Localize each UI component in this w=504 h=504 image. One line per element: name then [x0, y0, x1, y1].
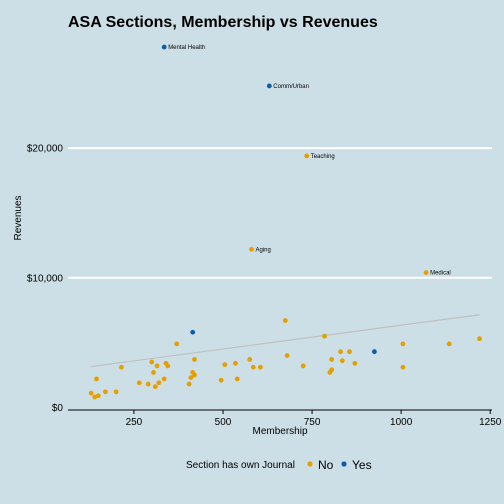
y-tick-label: $0: [52, 403, 64, 414]
legend-marker-yes: [341, 461, 347, 467]
x-tick-label: 750: [304, 417, 321, 428]
data-point-no: [192, 357, 197, 362]
y-tick-label: $20,000: [27, 144, 64, 155]
data-point-no: [94, 376, 99, 382]
data-point-no: [250, 364, 256, 370]
data-point-no: [477, 336, 482, 342]
data-point-no: [152, 384, 158, 390]
data-point-no: [284, 353, 290, 358]
data-point-no: [338, 349, 343, 355]
data-point-no: [151, 370, 156, 375]
data-point-no: [218, 377, 224, 383]
data-point-no: [119, 364, 124, 370]
x-tick-label: 1250: [479, 417, 502, 428]
x-tick-label: 250: [126, 417, 143, 428]
data-point-no: [161, 376, 167, 382]
data-point-no: [400, 364, 406, 370]
axes: $0 $10,000 $20,000 250 500 750 1000 1250: [27, 144, 502, 428]
data-point-no: [188, 375, 194, 380]
data-point-no: [156, 380, 162, 386]
data-point-no: [446, 341, 452, 347]
points-layer: [88, 44, 482, 400]
x-tick-label: 1000: [390, 417, 413, 428]
data-point-no: [174, 341, 180, 347]
x-tick-label: 500: [215, 417, 232, 428]
y-tick-label: $10,000: [27, 273, 64, 284]
data-point-no: [329, 367, 335, 373]
data-point-no: [282, 318, 288, 323]
data-point-no: [136, 380, 142, 386]
data-point-no: [95, 393, 101, 399]
point-label: Comm/Urban: [273, 84, 309, 90]
chart-title: ASA Sections, Membership vs Revenues: [68, 14, 378, 31]
trend-line: [91, 314, 480, 368]
labeled-point-no: [249, 246, 254, 252]
data-point-yes: [190, 329, 196, 335]
data-point-no: [154, 363, 160, 369]
x-axis-label: Membership: [252, 426, 307, 437]
data-point-no: [400, 341, 406, 347]
data-point-no: [329, 357, 335, 362]
data-point-yes: [372, 349, 377, 355]
data-point-no: [352, 360, 358, 366]
data-point-no: [88, 390, 94, 396]
point-label: Medical: [430, 271, 451, 277]
data-point-no: [322, 333, 327, 339]
data-point-no: [103, 389, 108, 395]
data-point-no: [339, 358, 345, 364]
point-labels-layer: Mental Health Comm/Urban Teaching Aging Medi…: [168, 45, 451, 277]
labeled-point-no: [304, 153, 310, 159]
legend: Section has own Journal No Yes: [186, 458, 372, 472]
point-label: Teaching: [311, 154, 335, 160]
data-point-no: [149, 359, 155, 365]
data-point-no: [300, 363, 306, 369]
gridlines: [68, 147, 492, 279]
legend-marker-no: [307, 461, 313, 467]
data-point-no: [233, 360, 238, 366]
data-point-no: [165, 363, 171, 369]
data-point-no: [186, 381, 192, 387]
data-point-no: [347, 349, 352, 355]
data-point-no: [234, 376, 240, 382]
data-point-no: [145, 381, 151, 387]
labeled-point-yes: [161, 44, 167, 50]
data-point-no: [258, 364, 263, 370]
trend-line-layer: [91, 314, 480, 368]
data-point-no: [113, 389, 119, 395]
legend-title: Section has own Journal: [186, 460, 295, 471]
data-point-no: [247, 357, 253, 362]
labeled-point-yes: [266, 83, 272, 89]
legend-label-no: No: [318, 458, 334, 472]
point-label: Mental Health: [168, 45, 205, 51]
labeled-point-no: [423, 270, 429, 276]
legend-label-yes: Yes: [352, 458, 372, 472]
data-point-no: [192, 372, 197, 378]
y-axis-label: Revenues: [13, 195, 24, 240]
data-point-no: [222, 362, 228, 368]
point-label: Aging: [255, 247, 270, 253]
